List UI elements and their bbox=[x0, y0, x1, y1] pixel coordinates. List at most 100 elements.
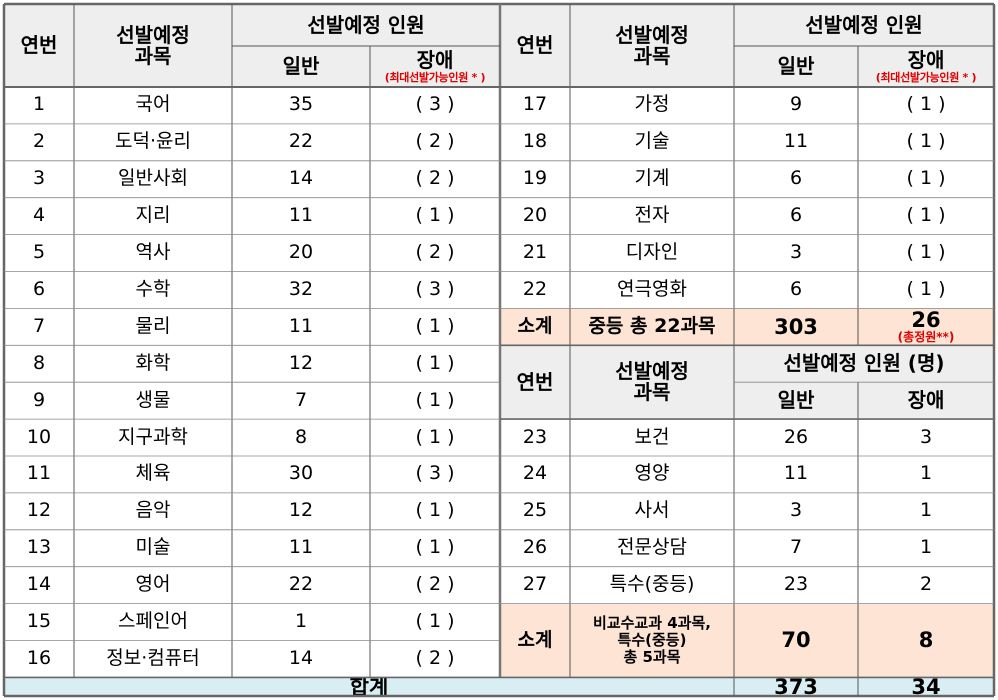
row-general-text: 1 bbox=[294, 610, 308, 633]
row-no: 11 bbox=[4, 456, 74, 493]
subtotal2-general-text: 70 bbox=[781, 628, 811, 653]
row-subject-text: 특수(중등) bbox=[609, 573, 695, 596]
row-no-text: 2 bbox=[32, 130, 46, 153]
row-disabled-text: 1 bbox=[919, 462, 933, 485]
row-no-text: 22 bbox=[522, 277, 548, 300]
row-disabled: ( 1 ) bbox=[370, 198, 500, 235]
row-general: 11 bbox=[232, 198, 370, 235]
row-subject-text: 체육 bbox=[135, 462, 171, 485]
row-general-text: 14 bbox=[288, 167, 314, 190]
row-subject-text: 도덕·윤리 bbox=[115, 130, 191, 153]
row-subject: 가정 bbox=[570, 87, 734, 124]
row-general: 7 bbox=[734, 530, 858, 567]
row-general-text: 32 bbox=[288, 277, 314, 300]
row-general-text: 30 bbox=[288, 462, 314, 485]
row-subject-text: 사서 bbox=[634, 499, 670, 522]
row-disabled: 3 bbox=[858, 419, 994, 456]
row-general: 11 bbox=[232, 308, 370, 345]
header2-disabled: 장애 bbox=[858, 382, 994, 420]
row-no: 5 bbox=[4, 235, 74, 272]
row-subject: 지리 bbox=[74, 198, 232, 235]
row-general: 3 bbox=[734, 493, 858, 530]
row-subject-text: 일반사회 bbox=[118, 167, 188, 190]
row-disabled-text: ( 1 ) bbox=[906, 241, 946, 264]
row-subject: 역사 bbox=[74, 235, 232, 272]
row-subject-text: 국어 bbox=[135, 93, 171, 116]
row-disabled: ( 1 ) bbox=[370, 382, 500, 419]
row-no: 14 bbox=[4, 567, 74, 604]
row-general: 12 bbox=[232, 493, 370, 530]
row-disabled-text: ( 3 ) bbox=[415, 462, 455, 485]
row-general: 11 bbox=[232, 530, 370, 567]
row-no: 9 bbox=[4, 382, 74, 419]
row-general: 11 bbox=[734, 456, 858, 493]
row-no-text: 8 bbox=[32, 351, 46, 374]
row-subject: 물리 bbox=[74, 308, 232, 345]
subtotal2-label: 소계 bbox=[500, 603, 570, 678]
row-disabled: ( 3 ) bbox=[370, 272, 500, 309]
row-no-text: 27 bbox=[522, 573, 548, 596]
row-disabled-text: ( 1 ) bbox=[415, 610, 455, 633]
subtotal2-subject: 비교수교과 4과목, 특수(중등) 총 5과목 bbox=[570, 603, 734, 678]
row-subject: 미술 bbox=[74, 530, 232, 567]
row-no: 12 bbox=[4, 493, 74, 530]
total-general-text: 373 bbox=[774, 677, 818, 696]
row-general-text: 12 bbox=[288, 351, 314, 374]
row-general: 32 bbox=[232, 272, 370, 309]
row-disabled-text: ( 3 ) bbox=[415, 277, 455, 300]
row-no: 10 bbox=[4, 419, 74, 456]
subtotal2-disabled-text: 8 bbox=[918, 628, 934, 653]
row-subject: 수학 bbox=[74, 272, 232, 309]
subtotal-subject: 중등 총 22과목 bbox=[570, 308, 734, 346]
row-disabled: 2 bbox=[858, 567, 994, 604]
row-general-text: 35 bbox=[288, 93, 314, 116]
row-no-text: 21 bbox=[522, 241, 548, 264]
row-subject: 일반사회 bbox=[74, 161, 232, 198]
row-general: 9 bbox=[734, 87, 858, 124]
header-disabled-right: 장애 (최대선발가능인원 * ) bbox=[858, 46, 994, 87]
header-subject-left: 선발예정 과목 bbox=[74, 4, 232, 87]
subtotal-disabled-note: (총정원**) bbox=[897, 329, 955, 344]
row-no-text: 10 bbox=[26, 425, 52, 448]
row-no-text: 11 bbox=[26, 462, 52, 485]
row-subject-text: 연극영화 bbox=[617, 277, 687, 300]
row-disabled: ( 1 ) bbox=[370, 419, 500, 456]
row-general-text: 14 bbox=[288, 646, 314, 669]
row-no: 25 bbox=[500, 493, 570, 530]
header-quota-left: 선발예정 인원 bbox=[232, 4, 500, 46]
row-no: 4 bbox=[4, 198, 74, 235]
row-subject-text: 전문상담 bbox=[617, 536, 687, 559]
row-disabled-text: ( 1 ) bbox=[906, 167, 946, 190]
row-no-text: 4 bbox=[32, 204, 46, 227]
row-general: 12 bbox=[232, 345, 370, 382]
row-disabled-text: ( 2 ) bbox=[415, 167, 455, 190]
header-disabled-label: 장애 bbox=[416, 47, 454, 72]
row-no-text: 5 bbox=[32, 241, 46, 264]
row-no-text: 6 bbox=[32, 277, 46, 300]
row-general-text: 6 bbox=[789, 204, 803, 227]
row-subject: 음악 bbox=[74, 493, 232, 530]
row-no: 16 bbox=[4, 641, 74, 678]
row-disabled-text: ( 1 ) bbox=[415, 425, 455, 448]
row-no-text: 13 bbox=[26, 536, 52, 559]
row-disabled: ( 1 ) bbox=[370, 345, 500, 382]
subtotal2-disabled: 8 bbox=[858, 603, 994, 678]
row-disabled-text: 1 bbox=[919, 499, 933, 522]
row-no: 8 bbox=[4, 345, 74, 382]
header-no-right: 연번 bbox=[500, 4, 570, 87]
row-subject: 연극영화 bbox=[570, 272, 734, 309]
subtotal2-label-text: 소계 bbox=[517, 628, 553, 651]
row-disabled: ( 3 ) bbox=[370, 456, 500, 493]
header2-no-text: 연번 bbox=[516, 369, 554, 394]
row-subject: 디자인 bbox=[570, 235, 734, 272]
row-subject: 스페인어 bbox=[74, 604, 232, 641]
row-no: 26 bbox=[500, 530, 570, 567]
subtotal2-general: 70 bbox=[734, 603, 858, 678]
row-general-text: 6 bbox=[789, 167, 803, 190]
row-disabled: 1 bbox=[858, 530, 994, 567]
row-no-text: 25 bbox=[522, 499, 548, 522]
row-general: 26 bbox=[734, 419, 858, 456]
row-no: 18 bbox=[500, 124, 570, 161]
row-subject: 국어 bbox=[74, 87, 232, 124]
header-general-left-text: 일반 bbox=[282, 54, 320, 78]
